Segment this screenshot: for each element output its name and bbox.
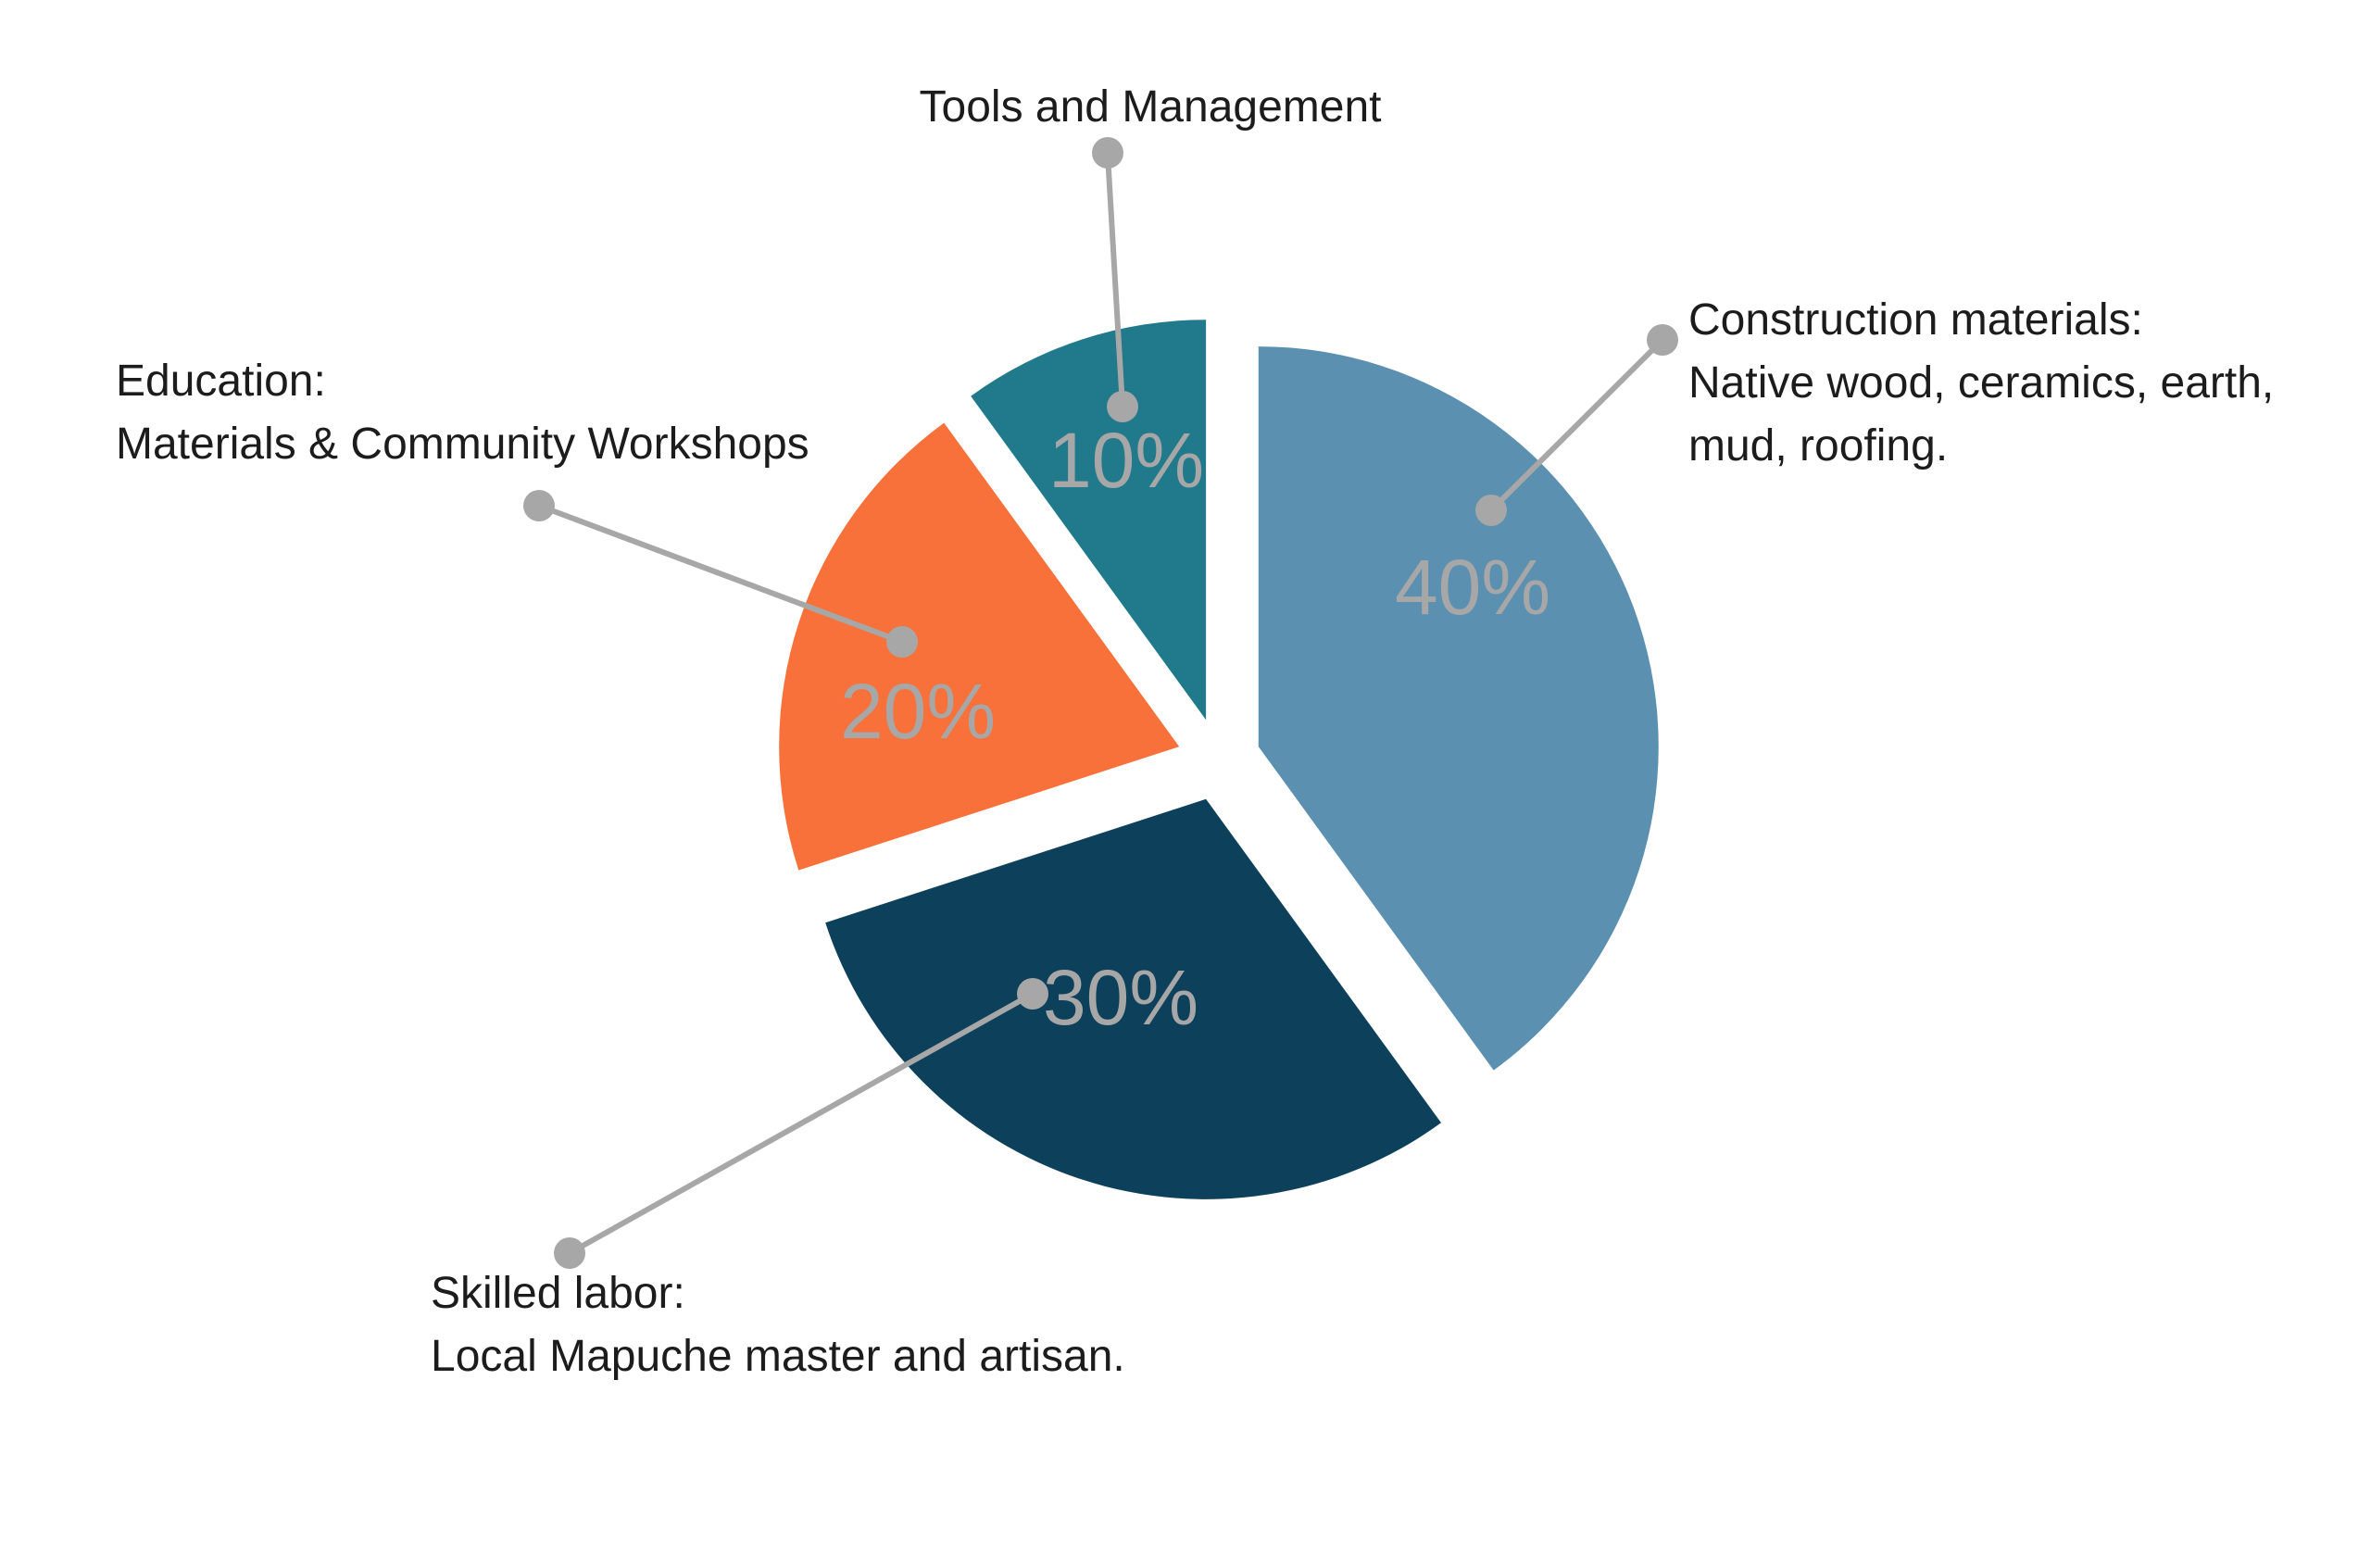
- leader-line-education: [523, 490, 918, 658]
- leader-dot-icon: [1647, 324, 1678, 356]
- annotation-line: Construction materials:: [1688, 295, 2143, 345]
- slice-percent-label-skilled: 30%: [1043, 954, 1198, 1041]
- annotation-tools: Tools and Management: [920, 76, 1382, 139]
- leader-line-construction: [1475, 324, 1678, 526]
- leader-dot-icon: [1475, 495, 1507, 526]
- leader-dot-icon: [1017, 978, 1048, 1010]
- slice-percent-label-construction: 40%: [1395, 544, 1550, 631]
- pie-slice-construction: [1258, 346, 1659, 1071]
- leader-dot-icon: [886, 626, 918, 658]
- leader-dot-icon: [554, 1237, 585, 1269]
- leader-line: [1488, 337, 1665, 513]
- leader-line: [537, 503, 904, 645]
- annotation-line: Materials & Community Workshops: [116, 420, 809, 469]
- annotation-education: Education: Materials & Community Worksho…: [116, 350, 809, 476]
- leader-dot-icon: [523, 490, 555, 521]
- pie-slices-group: [779, 320, 1659, 1199]
- annotation-line: Native wood, ceramics, earth,: [1688, 358, 2275, 408]
- pie-slice-tools: [971, 320, 1207, 721]
- annotation-line: Tools and Management: [919, 82, 1382, 132]
- annotation-line: mud, roofing.: [1688, 421, 1949, 470]
- leader-line: [1105, 154, 1125, 408]
- leader-line: [568, 991, 1035, 1256]
- annotation-construction: Construction materials: Native wood, cer…: [1688, 289, 2274, 478]
- pie-slice-skilled: [825, 798, 1441, 1199]
- leader-dot-icon: [1092, 137, 1123, 169]
- leader-dot-icon: [1107, 391, 1138, 422]
- annotation-skilled: Skilled labor: Local Mapuche master and …: [431, 1262, 1125, 1388]
- annotation-line: Skilled labor:: [431, 1269, 685, 1318]
- annotation-line: Education:: [116, 357, 326, 406]
- leader-line-skilled: [554, 978, 1048, 1269]
- pie-slice-education: [779, 422, 1180, 871]
- slice-percent-label-education: 20%: [840, 668, 996, 755]
- annotation-line: Local Mapuche master and artisan.: [431, 1332, 1125, 1381]
- slice-percent-label-tools: 10%: [1048, 417, 1204, 504]
- leader-line-tools: [1092, 137, 1138, 422]
